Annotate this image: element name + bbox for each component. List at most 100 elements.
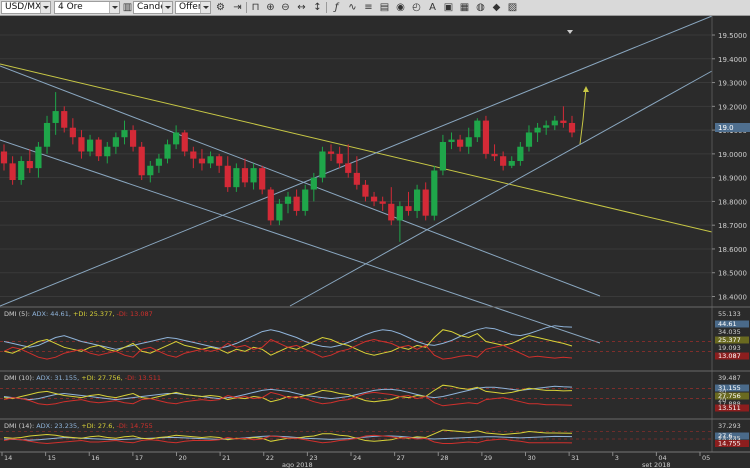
price-tick-label: 19.5000	[718, 32, 747, 40]
draw-icon[interactable]: ≡	[364, 2, 373, 13]
plus-di-value: +DI: 27.6,	[81, 422, 116, 430]
candle	[61, 111, 68, 128]
candle	[164, 144, 171, 159]
price-tick-label: 19.2000	[718, 103, 747, 111]
settings-icon[interactable]: ⚙	[216, 2, 225, 13]
date-tick-label: 30	[528, 454, 536, 462]
toolbar-divider	[246, 2, 247, 13]
grid	[0, 34, 712, 297]
price-tick-label: 19.3000	[718, 80, 747, 88]
chart-background	[0, 16, 750, 468]
candle	[18, 161, 25, 181]
candle	[147, 165, 154, 176]
crosshair-icon[interactable]: ↕	[313, 2, 322, 13]
rising-line-lower[interactable]	[289, 70, 713, 307]
chart-type-icon[interactable]: ▥	[122, 2, 133, 13]
indicator-title-label: DMI (5): ADX: 44.61, +DI: 25.377, -DI: 1…	[4, 310, 153, 318]
candle	[233, 168, 240, 188]
eye-icon[interactable]: ◉	[396, 2, 405, 13]
date-tick-label: 16	[91, 454, 99, 462]
chevron-down-icon	[109, 2, 119, 13]
candle	[155, 158, 163, 166]
candle	[431, 170, 438, 216]
candle	[216, 156, 223, 166]
minus-di-line	[3, 338, 573, 360]
candle	[104, 146, 111, 157]
indicator-level-label: 34.035	[718, 328, 741, 336]
image-icon[interactable]: ▣	[443, 2, 454, 13]
chart-type-value: Candele	[137, 2, 173, 12]
price-tick-label: 18.5000	[718, 270, 747, 278]
rising-line-upper[interactable]	[0, 16, 713, 307]
chart-type-select[interactable]: Candele	[133, 1, 173, 14]
scroll-marker-icon[interactable]	[567, 30, 573, 34]
date-tick-label: 15	[48, 454, 56, 462]
month-label: ago 2018	[282, 461, 313, 468]
date-tick-label: 29	[484, 454, 492, 462]
indicator-level-label: 20	[718, 396, 726, 404]
candle	[181, 132, 188, 152]
save-icon[interactable]: ▨	[507, 2, 518, 13]
chevron-down-icon	[162, 2, 172, 13]
lock-icon[interactable]: ⊓	[251, 2, 260, 13]
palette-icon[interactable]: ◍	[476, 2, 485, 13]
layers-icon[interactable]: ▤	[379, 2, 390, 13]
timeframe-value: 4 Ore	[58, 2, 83, 12]
grid-icon[interactable]: ▦	[459, 2, 470, 13]
pan-icon[interactable]: ↔	[297, 2, 306, 13]
arrow-head-icon	[583, 86, 589, 92]
candle	[551, 120, 558, 126]
candle	[336, 153, 343, 164]
adx-value: ADX: 31.155,	[36, 374, 81, 382]
date-tick-label: 28	[440, 454, 448, 462]
indicator-level-label: 31.155	[718, 384, 741, 392]
candle	[0, 151, 8, 164]
candle	[560, 120, 567, 123]
candle	[448, 139, 455, 142]
candle	[353, 172, 360, 185]
zoom-out-icon[interactable]: ⊖	[281, 2, 290, 13]
candle	[207, 156, 214, 164]
channel-upper-line[interactable]	[0, 65, 601, 297]
candle	[482, 120, 490, 154]
date-tick-label: 14	[4, 454, 12, 462]
paint-icon[interactable]: ◆	[492, 2, 501, 13]
projection-arrow	[579, 87, 587, 145]
date-tick-label: 23	[309, 454, 317, 462]
play-icon[interactable]: ⇥	[233, 2, 242, 13]
trendlines[interactable]	[0, 16, 713, 344]
yellow-trendline[interactable]	[0, 63, 713, 233]
indicator-value-marker	[715, 384, 749, 392]
timeframe-select[interactable]: 4 Ore	[54, 1, 120, 14]
zoom-in-icon[interactable]: ⊕	[266, 2, 275, 13]
chart-area[interactable]: 19.500019.400019.300019.200019.100019.00…	[0, 16, 750, 468]
price-tick-label: 18.8000	[718, 198, 747, 206]
indicator-title-label: DMI (10): ADX: 31.155, +DI: 27.756, -DI:…	[4, 374, 161, 382]
candle	[250, 168, 257, 183]
current-price-marker	[715, 123, 750, 132]
adx-line	[3, 435, 573, 441]
symbol-value: USD/MXN	[5, 2, 48, 12]
candle	[241, 168, 249, 183]
indicator-value-marker	[715, 432, 749, 440]
candle	[276, 203, 283, 221]
function-icon[interactable]: ƒ	[334, 2, 339, 13]
candle	[26, 161, 33, 169]
price-side-select[interactable]: Offerta	[175, 1, 211, 14]
indicator-level-label: 27.6	[718, 432, 732, 440]
clock-icon[interactable]: ◴	[412, 2, 421, 13]
plus-di-value: +DI: 25.377,	[73, 310, 117, 318]
indicator-level-label: 19.093	[718, 344, 741, 352]
price-tick-label: 18.4000	[718, 293, 747, 301]
indicator-icon[interactable]: ∿	[348, 2, 357, 13]
minus-di-line	[3, 391, 573, 407]
channel-lower-line[interactable]	[0, 139, 601, 344]
indicator-name: DMI (10):	[4, 374, 36, 382]
symbol-select[interactable]: USD/MXN	[1, 1, 51, 14]
candle	[52, 111, 59, 123]
indicator-value-marker	[715, 440, 749, 447]
price-tick-label: 19.0000	[718, 151, 747, 159]
candle	[35, 146, 42, 169]
candle	[78, 137, 85, 152]
text-icon[interactable]: A	[429, 2, 436, 13]
